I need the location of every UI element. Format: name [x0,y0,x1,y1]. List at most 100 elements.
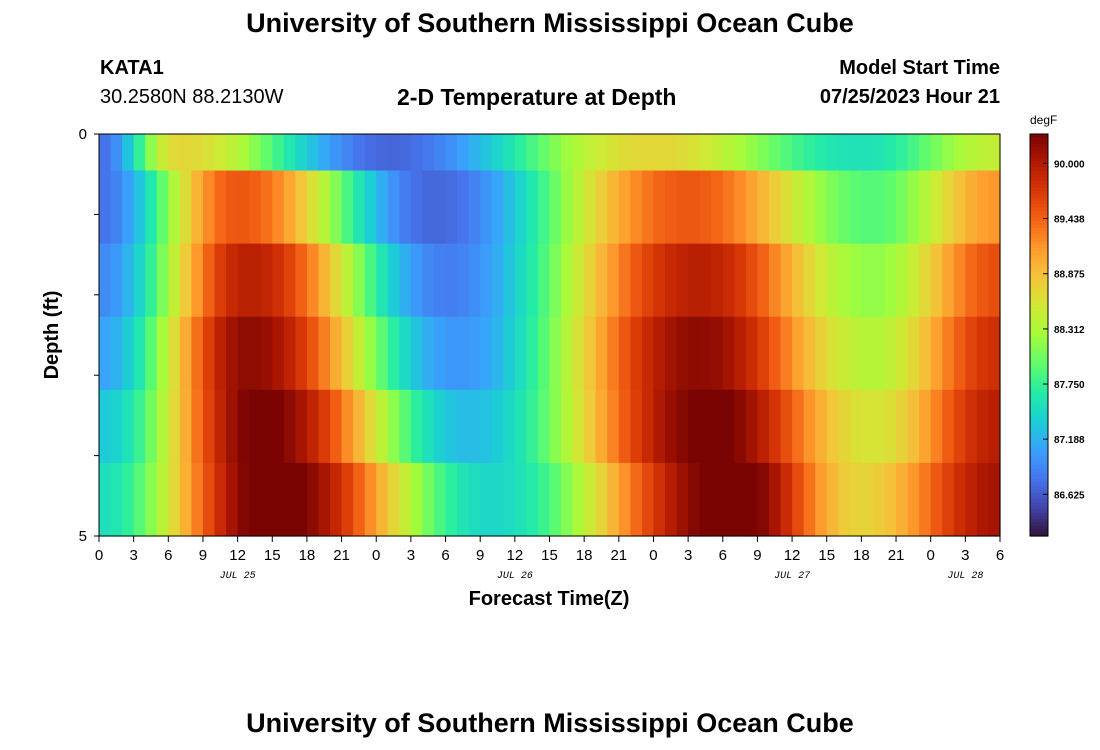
heatmap-cell [191,134,204,172]
colorbar-segment [1030,278,1048,282]
heatmap-cell [699,134,712,172]
heatmap-cell [537,170,551,245]
heatmap-cell [503,316,516,391]
footer-title: University of Southern Mississippi Ocean… [246,708,854,738]
heatmap-cell [537,389,551,464]
heatmap-cell [306,134,320,172]
heatmap-cell [353,462,366,537]
heatmap-cell [503,170,516,245]
heatmap-cell [676,462,689,537]
heatmap-cell [722,462,735,537]
heatmap-cell [376,170,389,245]
colorbar-segment [1030,231,1048,236]
model-start-value: 07/25/2023 Hour 21 [819,86,1000,108]
heatmap-cell [872,170,886,245]
heatmap-cell [803,243,816,318]
heatmap-cell [491,134,504,172]
heatmap-cell [191,316,204,391]
heatmap-cell [572,170,585,245]
heatmap-cell [930,462,943,537]
x-tick-label: 9 [199,547,207,564]
heatmap-cell [572,316,585,391]
colorbar-segment [1030,308,1048,313]
heatmap-cell [803,170,816,245]
heatmap-cell [826,316,839,391]
heatmap-cell [907,134,920,172]
heatmap-cell [653,170,666,245]
colorbar-segment [1030,371,1048,376]
colorbar-segment [1030,418,1048,423]
colorbar-segment [1030,190,1048,195]
heatmap-cell [618,243,631,318]
heatmap-cell [364,389,377,464]
heatmap-cell [745,243,759,318]
colorbar-segment [1030,314,1048,319]
colorbar-segment [1030,311,1048,316]
heatmap-cell [133,170,146,245]
x-tick-label: 18 [576,547,593,564]
heatmap-cell [214,243,227,318]
heatmap-cell [965,316,978,391]
colorbar-segment [1030,479,1048,483]
colorbar-tick-label: 87.188 [1054,435,1085,446]
heatmap-cell [768,389,782,464]
heatmap-cell [965,389,978,464]
heatmap-cell [156,389,169,464]
heatmap-cell [676,243,689,318]
heatmap-cell [676,389,689,464]
heatmap-cell [549,316,562,391]
heatmap-cell [618,170,631,245]
heatmap-cell [884,134,897,172]
colorbar-segment [1030,462,1048,467]
heatmap-cell [861,462,874,537]
colorbar-segment [1030,241,1048,246]
heatmap-cell [179,389,193,464]
colorbar-segment [1030,385,1048,390]
page-title: University of Southern Mississippi Ocean… [246,8,854,38]
heatmap-cell [295,389,308,464]
heatmap-cell [641,389,655,464]
heatmap-cell [168,134,181,172]
colorbar-segment [1030,502,1048,507]
x-tick-label: 21 [610,547,627,564]
heatmap-cell [953,134,966,172]
heatmap-cell [457,170,470,245]
heatmap-cell [884,170,897,245]
heatmap-cell [976,316,990,391]
heatmap-cell [618,134,631,172]
heatmap-cell [826,462,839,537]
heatmap-cell [584,170,597,245]
heatmap-cell [653,316,666,391]
heatmap-cell [780,243,793,318]
heatmap-cell [630,243,643,318]
heatmap-cell [168,389,181,464]
heatmap-cell [306,462,320,537]
heatmap-cell [965,170,978,245]
heatmap-cell [584,389,597,464]
heatmap-cell [272,462,285,537]
colorbar-segment [1030,448,1048,453]
y-tick-label: 0 [79,126,87,143]
y-tick-label: 5 [79,528,87,545]
colorbar-segment [1030,512,1048,517]
heatmap-cell [907,170,920,245]
heatmap-cell [942,389,955,464]
colorbar-segment [1030,324,1048,329]
heatmap-cell [734,316,747,391]
x-tick-label: 6 [164,547,172,564]
heatmap-cell [110,316,123,391]
heatmap-cell [780,462,793,537]
colorbar-segment [1030,378,1048,383]
heatmap-cell [988,316,1001,391]
colorbar-segment [1030,244,1048,249]
heatmap-cell [318,389,331,464]
colorbar-segment [1030,519,1048,524]
heatmap-cell [676,316,689,391]
heatmap-cell [976,134,990,172]
heatmap-cell [549,389,562,464]
colorbar-segment [1030,201,1048,205]
heatmap-cell [549,134,562,172]
heatmap-cell [422,170,435,245]
heatmap-cell [179,316,193,391]
heatmap-cell [133,462,146,537]
